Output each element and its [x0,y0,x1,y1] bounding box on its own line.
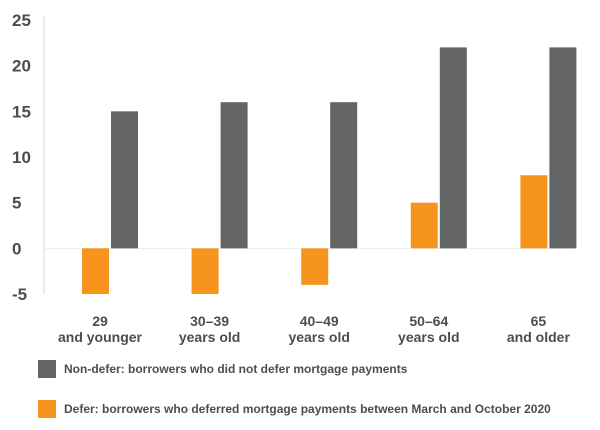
x-tick-label: years old [398,329,459,345]
x-tick-label: years old [288,329,349,345]
y-tick-label: 5 [12,194,21,213]
legend-swatch [38,360,56,378]
legend: Non-defer: borrowers who did not defer m… [38,360,551,418]
y-tick-label: 0 [12,239,21,258]
x-tick-label: 50–64 [409,313,448,329]
y-tick-label: 10 [12,148,31,167]
bar [330,102,358,249]
bar [220,102,248,249]
bar [82,248,109,294]
legend-swatch [38,400,56,418]
x-tick-label: 29 [92,313,108,329]
bar [191,248,219,294]
legend-label: Non-defer: borrowers who did not defer m… [64,362,408,376]
x-tick-label: 65 [531,313,547,329]
bar [301,248,329,285]
bar [410,202,438,249]
x-tick-label: years old [179,329,240,345]
x-tick-label: and younger [58,329,143,345]
y-tick-label: 20 [12,57,31,76]
bar [520,175,548,249]
y-tick-label: 15 [12,102,31,121]
bar [111,111,138,249]
x-tick-label: 40–49 [300,313,339,329]
y-tick-label: -5 [12,285,27,304]
y-tick-label: 25 [12,11,31,30]
x-tick-label: 30–39 [190,313,229,329]
legend-label: Defer: borrowers who deferred mortgage p… [64,402,551,416]
x-tick-label: and older [507,329,571,345]
bar [439,47,467,249]
bar [549,47,577,249]
